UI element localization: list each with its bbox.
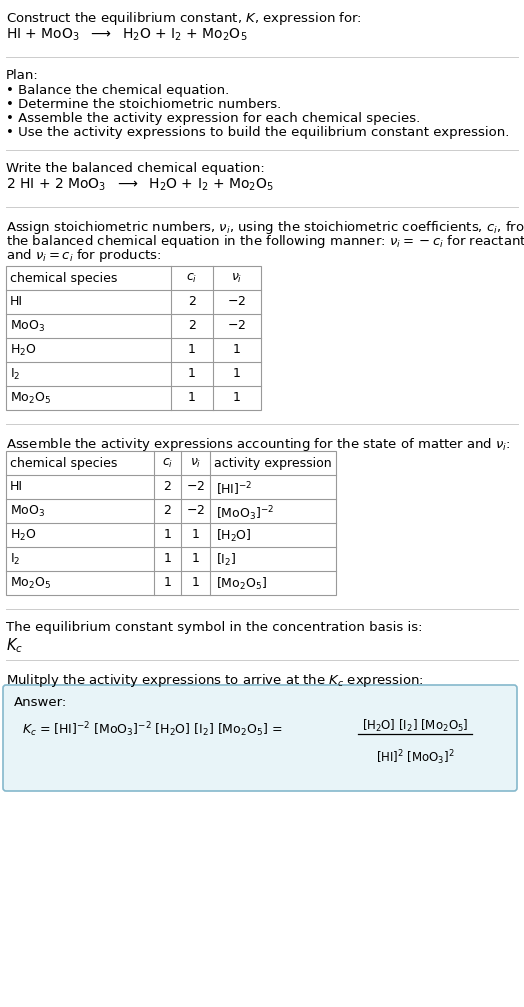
Text: 2 HI + 2 MoO$_3$  $\longrightarrow$  H$_2$O + I$_2$ + Mo$_2$O$_5$: 2 HI + 2 MoO$_3$ $\longrightarrow$ H$_2$…: [6, 177, 274, 193]
Text: 2: 2: [188, 295, 196, 308]
Text: I$_2$: I$_2$: [10, 367, 20, 382]
Text: H$_2$O: H$_2$O: [10, 528, 37, 543]
Text: [HI]$^{-2}$: [HI]$^{-2}$: [216, 480, 253, 497]
Text: Write the balanced chemical equation:: Write the balanced chemical equation:: [6, 162, 265, 175]
Text: MoO$_3$: MoO$_3$: [10, 504, 45, 519]
Text: chemical species: chemical species: [10, 457, 117, 470]
Text: 1: 1: [192, 576, 200, 589]
Text: $c_i$: $c_i$: [162, 457, 173, 470]
Text: [H$_2$O] [I$_2$] [Mo$_2$O$_5$]: [H$_2$O] [I$_2$] [Mo$_2$O$_5$]: [362, 718, 468, 734]
Text: Mo$_2$O$_5$: Mo$_2$O$_5$: [10, 391, 51, 406]
Text: [Mo$_2$O$_5$]: [Mo$_2$O$_5$]: [216, 576, 267, 592]
Text: $-$2: $-$2: [227, 295, 247, 308]
Text: H$_2$O: H$_2$O: [10, 343, 37, 358]
Text: [H$_2$O]: [H$_2$O]: [216, 528, 252, 544]
Text: $\nu_i$: $\nu_i$: [231, 272, 243, 285]
Text: 1: 1: [192, 552, 200, 565]
Text: • Determine the stoichiometric numbers.: • Determine the stoichiometric numbers.: [6, 98, 281, 111]
Text: 2: 2: [163, 480, 171, 493]
Text: 1: 1: [188, 391, 196, 404]
Text: 1: 1: [188, 367, 196, 380]
Text: $-$2: $-$2: [186, 480, 205, 493]
Text: activity expression: activity expression: [214, 457, 332, 470]
Text: 1: 1: [192, 528, 200, 541]
Text: 2: 2: [188, 319, 196, 332]
Text: the balanced chemical equation in the following manner: $\nu_i = -c_i$ for react: the balanced chemical equation in the fo…: [6, 233, 524, 250]
Text: [MoO$_3$]$^{-2}$: [MoO$_3$]$^{-2}$: [216, 504, 274, 523]
Text: 1: 1: [233, 391, 241, 404]
Bar: [6, 266, 261, 410]
Bar: [6, 451, 336, 595]
Text: I$_2$: I$_2$: [10, 552, 20, 567]
Text: $\nu_i$: $\nu_i$: [190, 457, 201, 470]
Text: • Use the activity expressions to build the equilibrium constant expression.: • Use the activity expressions to build …: [6, 126, 509, 139]
Text: The equilibrium constant symbol in the concentration basis is:: The equilibrium constant symbol in the c…: [6, 621, 422, 634]
FancyBboxPatch shape: [3, 685, 517, 792]
Text: [I$_2$]: [I$_2$]: [216, 552, 236, 568]
Text: Assemble the activity expressions accounting for the state of matter and $\nu_i$: Assemble the activity expressions accoun…: [6, 436, 511, 453]
Text: 1: 1: [163, 552, 171, 565]
Text: 1: 1: [233, 343, 241, 356]
Text: HI + MoO$_3$  $\longrightarrow$  H$_2$O + I$_2$ + Mo$_2$O$_5$: HI + MoO$_3$ $\longrightarrow$ H$_2$O + …: [6, 27, 247, 43]
Text: and $\nu_i = c_i$ for products:: and $\nu_i = c_i$ for products:: [6, 247, 161, 264]
Text: MoO$_3$: MoO$_3$: [10, 319, 45, 334]
Text: HI: HI: [10, 295, 23, 308]
Text: [HI]$^2$ [MoO$_3$]$^2$: [HI]$^2$ [MoO$_3$]$^2$: [376, 748, 454, 766]
Text: chemical species: chemical species: [10, 272, 117, 285]
Text: $-$2: $-$2: [186, 504, 205, 517]
Text: 1: 1: [163, 528, 171, 541]
Text: $K_c$ = [HI]$^{-2}$ [MoO$_3$]$^{-2}$ [H$_2$O] [I$_2$] [Mo$_2$O$_5$] =: $K_c$ = [HI]$^{-2}$ [MoO$_3$]$^{-2}$ [H$…: [22, 720, 282, 739]
Text: 1: 1: [163, 576, 171, 589]
Text: 1: 1: [188, 343, 196, 356]
Text: Mo$_2$O$_5$: Mo$_2$O$_5$: [10, 576, 51, 591]
Text: Construct the equilibrium constant, $K$, expression for:: Construct the equilibrium constant, $K$,…: [6, 10, 362, 27]
Text: HI: HI: [10, 480, 23, 493]
Text: $-$2: $-$2: [227, 319, 247, 332]
Text: $c_i$: $c_i$: [187, 272, 198, 285]
Text: Assign stoichiometric numbers, $\nu_i$, using the stoichiometric coefficients, $: Assign stoichiometric numbers, $\nu_i$, …: [6, 219, 524, 236]
Text: Plan:: Plan:: [6, 69, 39, 82]
Text: • Balance the chemical equation.: • Balance the chemical equation.: [6, 84, 230, 97]
Text: $K_c$: $K_c$: [6, 636, 23, 655]
Text: Answer:: Answer:: [14, 696, 67, 709]
Text: • Assemble the activity expression for each chemical species.: • Assemble the activity expression for e…: [6, 112, 420, 125]
Text: 1: 1: [233, 367, 241, 380]
Text: 2: 2: [163, 504, 171, 517]
Text: Mulitply the activity expressions to arrive at the $K_c$ expression:: Mulitply the activity expressions to arr…: [6, 672, 424, 689]
